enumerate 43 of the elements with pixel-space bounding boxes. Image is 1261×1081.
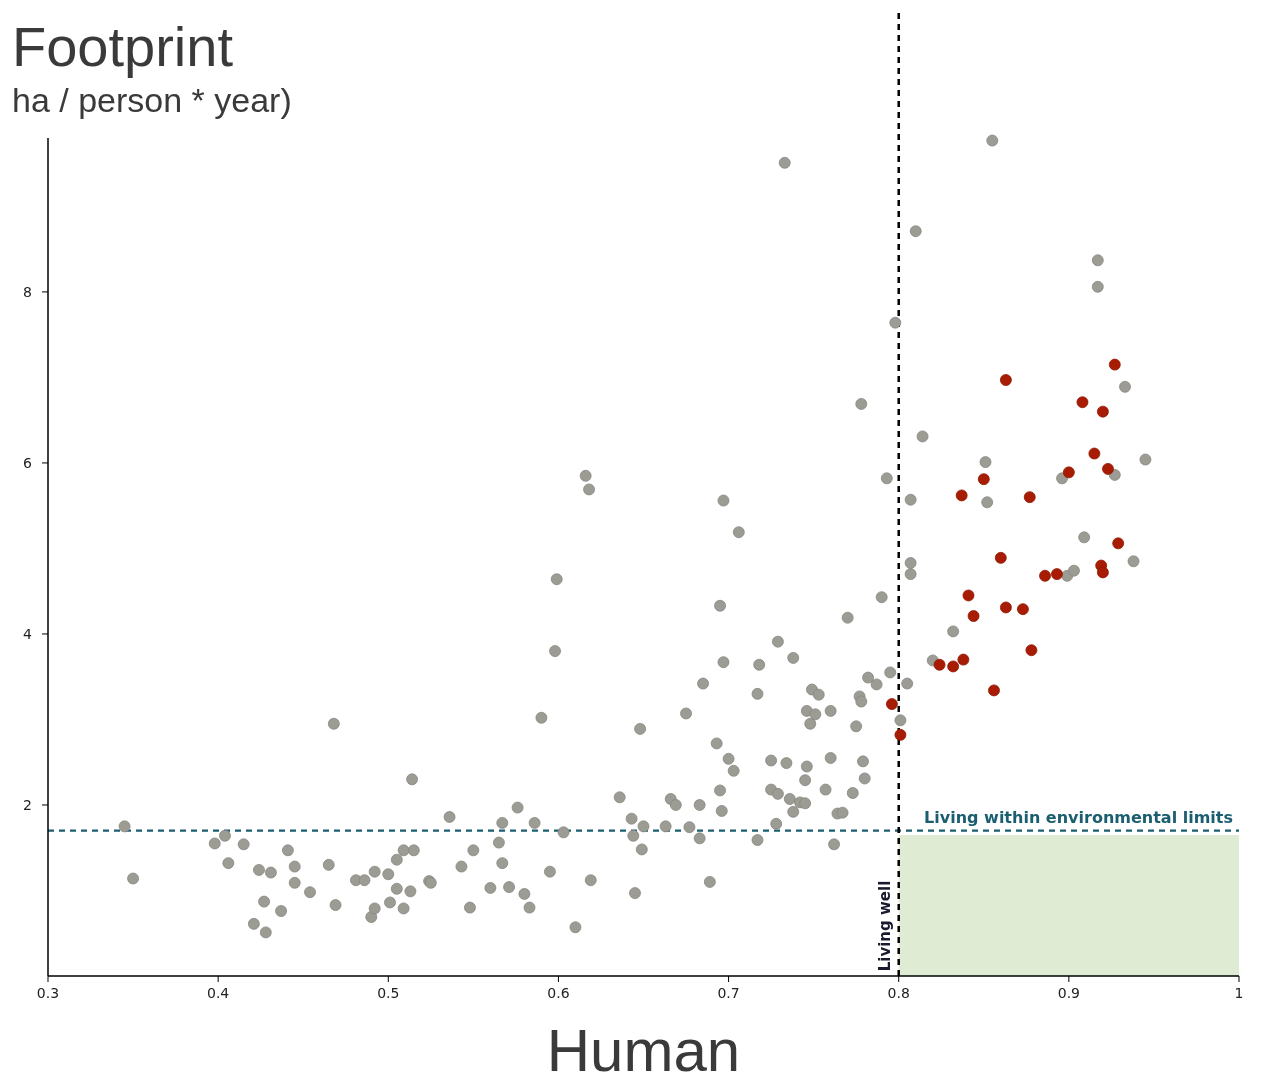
x-tick-label: 0.7 — [717, 985, 740, 1001]
y-tick-label: 6 — [23, 454, 33, 471]
chart-subtitle: ha / person * year) — [12, 81, 292, 119]
point — [994, 551, 1007, 564]
x-tick-label: 0.3 — [36, 985, 60, 1001]
point — [1102, 463, 1114, 475]
point — [977, 473, 990, 486]
point — [1088, 447, 1101, 460]
point — [947, 660, 960, 673]
point — [988, 684, 1000, 697]
point — [1076, 396, 1089, 409]
point — [957, 653, 970, 666]
point — [894, 728, 907, 741]
point — [1096, 566, 1109, 579]
point — [1017, 603, 1029, 616]
point — [955, 489, 968, 502]
point — [1112, 537, 1125, 550]
point — [886, 698, 898, 710]
y-tick-label: 8 — [23, 283, 32, 300]
y-tick-label: 4 — [23, 625, 33, 642]
point — [1023, 491, 1036, 504]
x-tick-label: 0.9 — [1057, 985, 1080, 1001]
x-tick-label: 0.5 — [377, 985, 400, 1001]
x-tick-label: 0.8 — [887, 985, 910, 1001]
point — [962, 589, 975, 602]
point — [933, 658, 946, 671]
x-axis-title: Human — [546, 1017, 741, 1081]
point — [1025, 644, 1038, 657]
ref-line-label: Living within environmental limits — [924, 807, 1233, 827]
point — [1051, 568, 1063, 580]
point — [1039, 569, 1051, 582]
point — [1096, 405, 1109, 418]
point — [1108, 358, 1121, 371]
chart-title: Footprint — [12, 15, 234, 78]
ref-line-label: Living well — [875, 880, 894, 972]
point — [1000, 601, 1012, 614]
x-tick-label: 0.4 — [207, 985, 230, 1001]
point — [967, 610, 980, 622]
y-tick-label: 2 — [23, 796, 32, 813]
x-tick-label: 0.6 — [547, 985, 570, 1001]
x-tick-label: 1 — [1234, 985, 1244, 1001]
point — [1000, 374, 1012, 386]
point — [1062, 466, 1075, 479]
